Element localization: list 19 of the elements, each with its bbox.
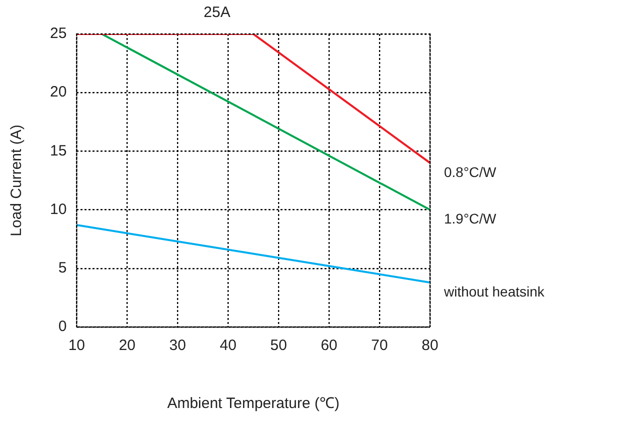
y-tick-label: 25 — [50, 25, 67, 42]
x-tick-label: 50 — [270, 337, 287, 354]
x-tick-label: 30 — [169, 337, 186, 354]
y-tick-label: 10 — [50, 200, 67, 218]
x-tick-label: 40 — [220, 337, 236, 354]
x-tick-label: 70 — [371, 337, 388, 354]
x-tick-label: 20 — [118, 337, 136, 354]
series-label: 0.8°C/W — [444, 164, 498, 180]
y-tick-label: 20 — [50, 84, 67, 101]
y-tick-label: 15 — [50, 142, 67, 160]
chart-title: 25A — [204, 4, 230, 22]
y-tick-label: 0 — [58, 318, 67, 336]
series-label: without heatsink — [443, 283, 546, 300]
x-axis-title: Ambient Temperature (℃) — [167, 395, 340, 412]
x-tick-label: 80 — [422, 337, 438, 354]
y-axis-title: Load Current (A) — [8, 124, 26, 236]
y-tick-label: 5 — [58, 260, 67, 277]
x-tick-label: 60 — [320, 337, 338, 354]
series-label: 1.9°C/W — [444, 210, 498, 227]
